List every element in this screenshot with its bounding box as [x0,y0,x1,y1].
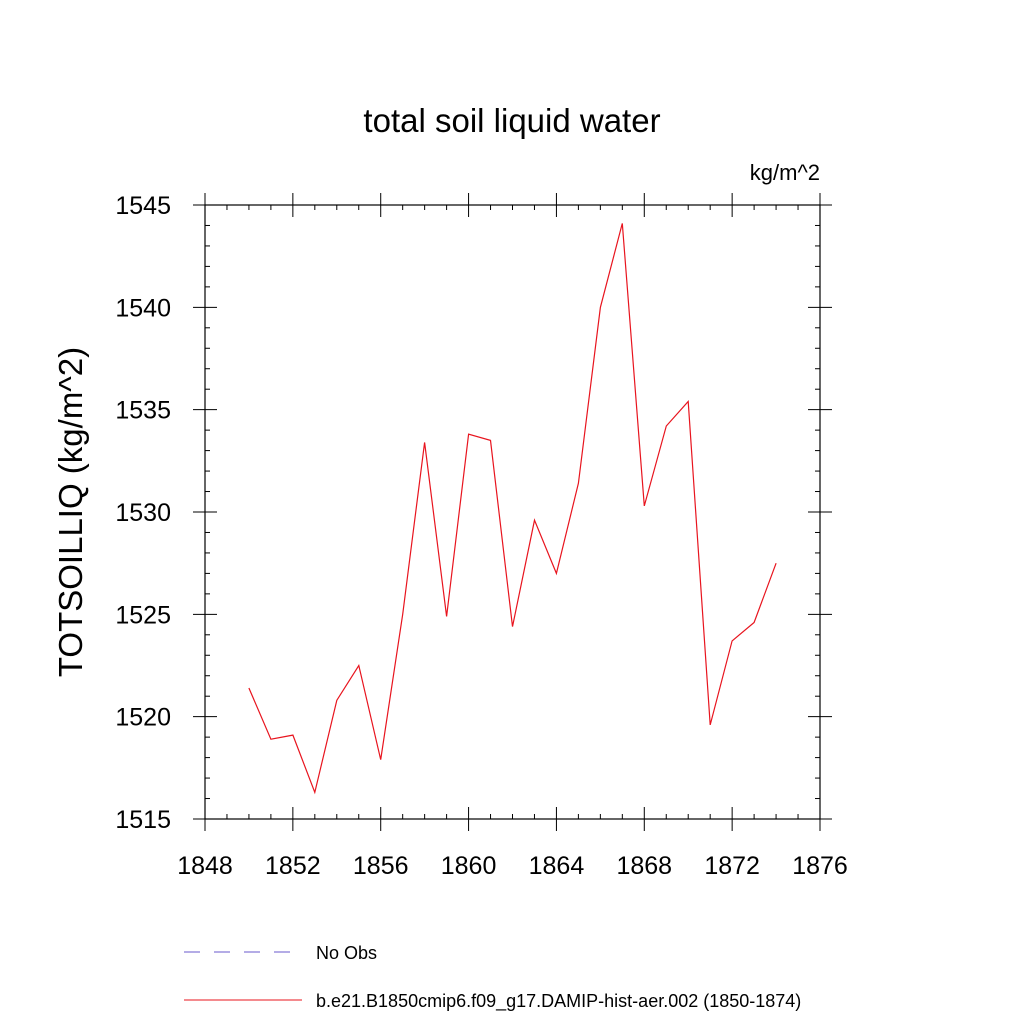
y-tick-label: 1545 [115,192,171,220]
y-tick-label: 1525 [115,601,171,629]
x-tick-label: 1848 [177,852,233,880]
x-tick-labels: 1848 1852 1856 1860 1864 1868 1872 1876 [177,852,848,880]
y-tick-label: 1535 [115,397,171,425]
y-tick-label: 1515 [115,806,171,834]
x-tick-label: 1868 [616,852,672,880]
units-label: kg/m^2 [750,160,820,185]
x-tick-label: 1856 [353,852,409,880]
x-tick-label: 1860 [441,852,497,880]
x-tick-label: 1876 [792,852,848,880]
x-tick-label: 1864 [529,852,585,880]
chart-title: total soil liquid water [363,102,660,139]
y-axis-label: TOTSOILLIQ (kg/m^2) [52,347,89,677]
plot-frame [204,204,821,820]
legend-label: b.e21.B1850cmip6.f09_g17.DAMIP-hist-aer.… [316,991,801,1012]
legend: No Obs b.e21.B1850cmip6.f09_g17.DAMIP-his… [184,943,801,1012]
x-tick-label: 1852 [265,852,321,880]
y-tick-label: 1520 [115,704,171,732]
legend-label: No Obs [316,943,377,963]
y-tick-label: 1530 [115,499,171,527]
series-lines [248,223,777,795]
y-tick-labels: 1515 1520 1525 1530 1535 1540 1545 [115,192,171,834]
y-tick-label: 1540 [115,294,171,322]
axis-ticks [193,193,832,831]
x-tick-label: 1872 [704,852,760,880]
series-line [248,223,777,795]
